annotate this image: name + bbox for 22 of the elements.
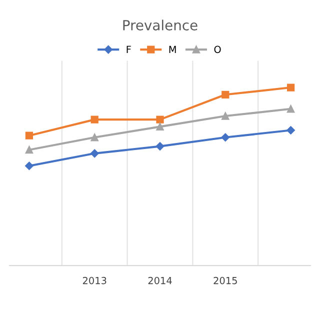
chart-title: Prevalence [123, 20, 198, 30]
point [286, 105, 295, 113]
point [90, 149, 99, 158]
x-tick-label: 2015 [214, 276, 237, 284]
point [286, 126, 295, 134]
x-tick-label: 2014 [148, 276, 172, 284]
point [156, 142, 164, 150]
point [156, 116, 164, 124]
point [286, 84, 295, 92]
point [25, 146, 34, 154]
x-tick-label: 2013 [82, 276, 106, 284]
point [156, 122, 164, 131]
legend-label: M [169, 46, 176, 53]
legend-label: F [126, 46, 131, 53]
point [90, 134, 98, 142]
legend-label: O [214, 46, 221, 54]
point [222, 90, 230, 98]
point [90, 116, 98, 124]
point [222, 112, 230, 120]
point [221, 133, 230, 142]
point [25, 132, 34, 140]
point [25, 162, 34, 170]
